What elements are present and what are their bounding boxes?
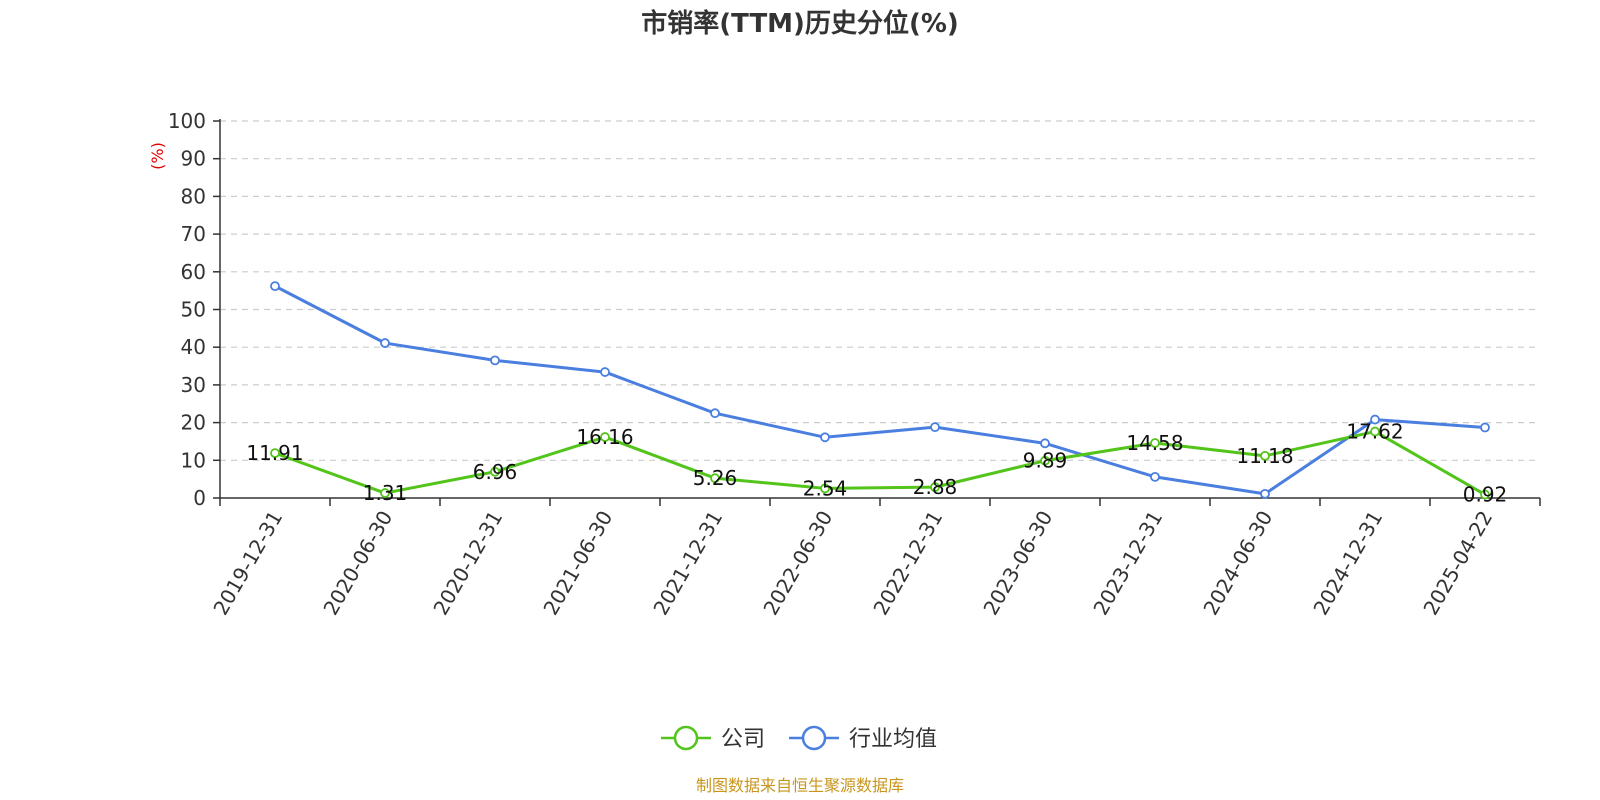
series-line (274, 430, 1486, 496)
y-tick-label: 30 (181, 373, 206, 397)
y-tick-label: 40 (181, 335, 206, 359)
data-label: 6.96 (473, 460, 518, 484)
y-tick-label: 50 (181, 298, 206, 322)
data-label: 1.31 (363, 481, 408, 505)
y-tick-label: 10 (181, 448, 206, 472)
x-tick-label: 2019-12-31 (208, 507, 287, 620)
legend-circle-icon (673, 725, 699, 751)
x-tick-label: 2024-12-31 (1308, 507, 1387, 620)
data-point[interactable] (930, 482, 940, 493)
data-point[interactable] (1260, 450, 1270, 461)
data-point[interactable] (490, 466, 500, 477)
data-point[interactable] (930, 422, 940, 433)
y-tick-label: 60 (181, 260, 206, 284)
legend-item[interactable]: 公司 (661, 725, 765, 752)
data-label: 9.89 (1023, 449, 1068, 473)
data-label: 16.16 (576, 425, 633, 449)
data-point[interactable] (380, 488, 390, 498)
x-tick-label: 2022-12-31 (868, 507, 947, 620)
legend-label: 行业均值 (849, 727, 937, 752)
data-label: 11.91 (246, 441, 303, 465)
data-point[interactable] (1040, 438, 1050, 449)
y-tick-label: 80 (181, 184, 206, 208)
data-point[interactable] (1480, 422, 1490, 433)
legend-circle-icon (801, 725, 827, 751)
data-point[interactable] (1150, 438, 1160, 448)
legend-item[interactable]: 行业均值 (789, 725, 937, 752)
x-tick-label: 2023-12-31 (1088, 507, 1167, 620)
data-point[interactable] (1040, 455, 1050, 466)
data-point[interactable] (270, 281, 280, 292)
y-axis-unit-label: (%) (148, 142, 167, 170)
data-point[interactable] (1150, 471, 1160, 482)
legend[interactable]: 公司 行业均值 (661, 725, 937, 752)
legend-label: 公司 (721, 727, 765, 752)
series-lines (270, 281, 1490, 500)
chart-title: 市销率(TTM)历史分位(%) (641, 8, 959, 39)
source-note: 制图数据来自恒生聚源数据库 (696, 776, 904, 795)
data-point[interactable] (820, 432, 830, 443)
data-point[interactable] (600, 432, 610, 442)
data-label: 11.18 (1236, 444, 1293, 468)
data-label: 2.54 (803, 476, 848, 500)
y-tick-label: 100 (168, 109, 206, 133)
data-label: 2.88 (913, 475, 958, 499)
data-point[interactable] (1480, 489, 1490, 500)
x-tick-label: 2021-12-31 (648, 507, 727, 620)
data-point[interactable] (600, 367, 610, 377)
x-tick-label: 2023-06-30 (978, 507, 1057, 620)
data-point[interactable] (1260, 488, 1270, 499)
data-point[interactable] (1370, 414, 1380, 425)
data-labels: 11.91 1.31 6.96 16.16 5.26 2.54 2.88 9.89 14.58 1… (246, 420, 1507, 507)
data-label: 0.92 (1463, 483, 1508, 507)
data-label: 17.62 (1346, 420, 1403, 444)
y-tick-label: 90 (181, 147, 206, 171)
x-tick-label: 2021-06-30 (538, 507, 617, 620)
x-tick-label: 2024-06-30 (1198, 507, 1277, 620)
data-point[interactable] (270, 448, 280, 458)
data-point[interactable] (710, 473, 720, 484)
data-point[interactable] (1370, 426, 1380, 437)
y-tick-label: 70 (181, 222, 206, 246)
data-point[interactable] (820, 483, 830, 494)
y-tick-label: 0 (193, 486, 206, 510)
data-point[interactable] (490, 355, 500, 366)
data-point[interactable] (380, 338, 390, 348)
series-line (274, 284, 1486, 496)
x-tick-label: 2020-12-31 (428, 507, 507, 620)
x-tick-label: 2025-04-22 (1418, 507, 1497, 620)
grid-lines (220, 120, 1540, 461)
data-label: 5.26 (693, 466, 738, 490)
y-tick-label: 20 (181, 411, 206, 435)
axes: 0 10 20 30 40 50 60 70 80 90 100 2019-12-31 2020-06-… (168, 109, 1541, 620)
x-tick-label: 2020-06-30 (318, 507, 397, 620)
x-tick-label: 2022-06-30 (758, 507, 837, 620)
data-label: 14.58 (1126, 431, 1183, 455)
data-point[interactable] (710, 408, 720, 419)
